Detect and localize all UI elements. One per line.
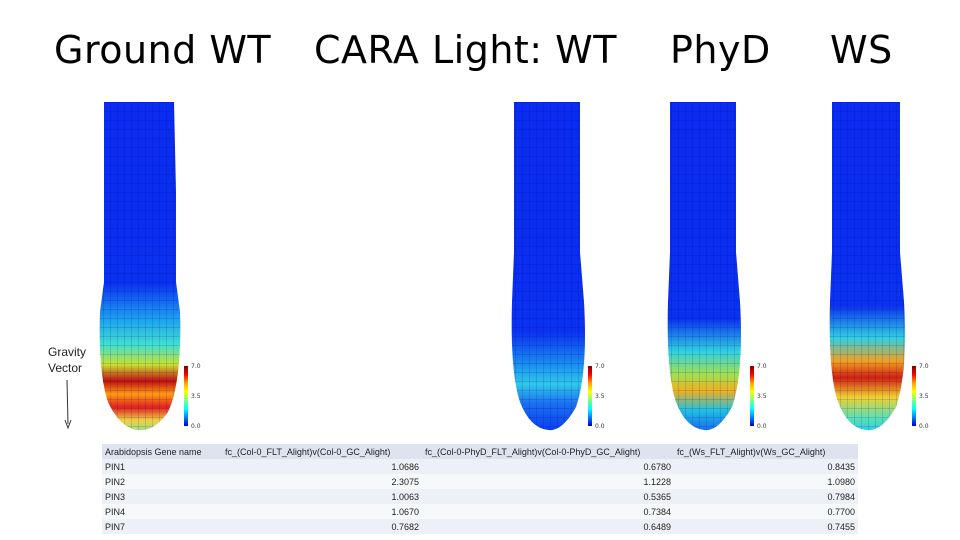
- colorbar-max-label: 7.0: [757, 363, 767, 370]
- table-cell: 1.0670: [391, 506, 419, 517]
- arrow-down-icon: [64, 380, 72, 430]
- colorbar-min-label: 0.0: [191, 423, 201, 430]
- colorbar-max-label: 7.0: [191, 363, 201, 370]
- table-cell: 1.1228: [643, 476, 671, 487]
- table-cell: 0.7384: [643, 506, 671, 517]
- table-cell: 0.7984: [827, 491, 855, 502]
- gene-fold-change-table: Arabidopsis Gene name fc_(Col-0_FLT_Alig…: [102, 444, 858, 534]
- colorbar-mid-label: 3.5: [919, 393, 929, 400]
- table-header-row: Arabidopsis Gene name fc_(Col-0_FLT_Alig…: [102, 444, 858, 459]
- root-heatmap-ws: [829, 102, 905, 431]
- colorbar-cara-light-wt: [588, 366, 592, 426]
- table-header-cell: Arabidopsis Gene name: [105, 446, 202, 457]
- table-row: PIN3 1.0063 0.5365 0.7984: [102, 489, 858, 504]
- colorbar-max-label: 7.0: [595, 363, 605, 370]
- gene-name-cell: PIN4: [105, 506, 126, 517]
- table-cell: 0.6780: [643, 461, 671, 472]
- colorbar-max-label: 7.0: [919, 363, 929, 370]
- gene-name-cell: PIN3: [105, 491, 126, 502]
- title-phyd: PhyD: [670, 28, 771, 72]
- table-cell: 0.7682: [391, 521, 419, 532]
- table-cell: 2.3075: [391, 476, 419, 487]
- title-cara-light-wt: CARA Light: WT: [314, 28, 617, 72]
- table-header-cell: fc_(Col-0_FLT_Alight)v(Col-0_GC_Alight): [225, 446, 391, 457]
- gene-name-cell: PIN7: [105, 521, 126, 532]
- table-cell: 1.0686: [391, 461, 419, 472]
- colorbar-mid-label: 3.5: [595, 393, 605, 400]
- title-ground-wt: Ground WT: [54, 28, 272, 72]
- table-cell: 0.7700: [827, 506, 855, 517]
- table-header-cell: fc_(Ws_FLT_Alight)v(Ws_GC_Alight): [677, 446, 826, 457]
- table-row: PIN4 1.0670 0.7384 0.7700: [102, 504, 858, 519]
- colorbar-min-label: 0.0: [919, 423, 929, 430]
- table-row: PIN7 0.7682 0.6489 0.7455: [102, 519, 858, 534]
- gravity-label-line1: Gravity: [48, 345, 87, 359]
- table-row: PIN1 1.0686 0.6780 0.8435: [102, 459, 858, 474]
- colorbar-mid-label: 3.5: [191, 393, 201, 400]
- gene-name-cell: PIN1: [105, 461, 126, 472]
- table-cell: 0.6489: [643, 521, 671, 532]
- colorbar-min-label: 0.0: [595, 423, 605, 430]
- root-heatmap-phyd: [667, 102, 741, 431]
- table-cell: 1.0063: [391, 491, 419, 502]
- table-cell: 0.5365: [643, 491, 671, 502]
- colorbar-ground-wt: [184, 366, 188, 426]
- root-heatmap-ground-wt: [99, 102, 181, 431]
- colorbar-min-label: 0.0: [757, 423, 767, 430]
- colorbar-phyd: [750, 366, 754, 426]
- title-ws: WS: [830, 28, 893, 72]
- gene-name-cell: PIN2: [105, 476, 126, 487]
- gravity-vector-label: Gravity Vector: [48, 344, 86, 376]
- table-header-cell: fc_(Col-0-PhyD_FLT_Alight)v(Col-0-PhyD_G…: [425, 446, 641, 457]
- table-row: PIN2 2.3075 1.1228 1.0980: [102, 474, 858, 489]
- table-cell: 0.8435: [827, 461, 855, 472]
- root-heatmap-cara-light-wt: [511, 102, 585, 431]
- gravity-label-line2: Vector: [48, 361, 83, 375]
- table-cell: 0.7455: [827, 521, 855, 532]
- colorbar-mid-label: 3.5: [757, 393, 767, 400]
- colorbar-ws: [912, 366, 916, 426]
- table-cell: 1.0980: [827, 476, 855, 487]
